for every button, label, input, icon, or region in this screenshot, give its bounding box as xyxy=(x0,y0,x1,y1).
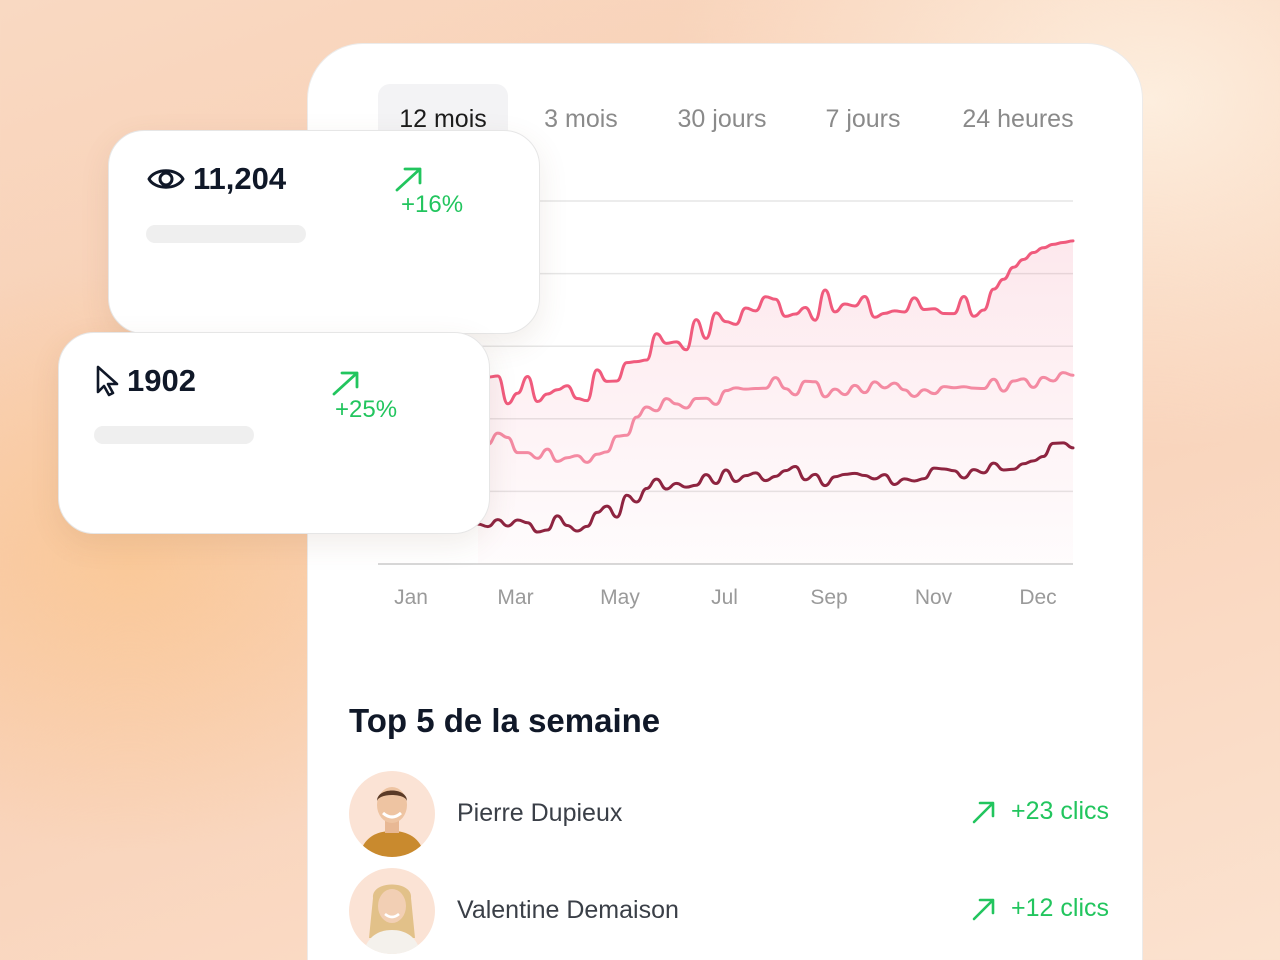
avatar xyxy=(349,868,435,954)
top5-row[interactable]: Pierre Dupieux +23 clics xyxy=(349,771,1109,859)
chart-area xyxy=(478,240,1073,564)
x-tick-label: Sep xyxy=(810,586,847,609)
top5-row[interactable]: Valentine Demaison +12 clics xyxy=(349,868,1109,956)
arrow-up-right-icon xyxy=(332,371,359,396)
x-tick-label: Nov xyxy=(915,586,953,609)
x-tick-label: Jul xyxy=(711,586,738,609)
traffic-line-chart: Jan Mar May Jul Sep Nov Dec xyxy=(378,200,1075,609)
period-tabs: 12 mois 3 mois 30 jours 7 jours 24 heure… xyxy=(378,84,1098,154)
views-stat-card[interactable]: 11,204 +16% xyxy=(108,130,540,334)
x-tick-label: May xyxy=(600,586,640,609)
placeholder-bar xyxy=(146,225,306,243)
clicks-delta: +25% xyxy=(335,396,398,423)
chart-series xyxy=(476,239,1075,534)
series-line-3 xyxy=(476,441,1075,534)
tab-3-mois[interactable]: 3 mois xyxy=(544,105,618,133)
arrow-up-right-icon xyxy=(972,898,995,920)
x-tick-label: Dec xyxy=(1019,586,1056,609)
tab-30-jours[interactable]: 30 jours xyxy=(677,105,767,133)
chart-x-axis: Jan Mar May Jul Sep Nov Dec xyxy=(394,586,1057,609)
arrow-up-right-icon xyxy=(395,167,422,192)
delta-text: +12 clics xyxy=(1011,894,1109,922)
person-delta: +12 clics xyxy=(971,894,1109,923)
person-name: Pierre Dupieux xyxy=(457,799,623,827)
delta-text: +23 clics xyxy=(1011,797,1109,825)
views-value: 11,204 xyxy=(193,161,287,196)
eye-icon xyxy=(147,169,185,189)
tab-24-heures[interactable]: 24 heures xyxy=(962,105,1074,133)
person-delta: +23 clics xyxy=(971,797,1109,826)
series-line-1 xyxy=(476,239,1075,406)
series-area xyxy=(478,240,1073,564)
arrow-up-right-icon xyxy=(972,801,995,823)
placeholder-bar xyxy=(94,426,254,444)
x-tick-label: Jan xyxy=(394,586,428,609)
series-line-2 xyxy=(476,371,1075,464)
x-tick-label: Mar xyxy=(497,586,533,609)
tab-7-jours[interactable]: 7 jours xyxy=(825,105,901,133)
cursor-icon xyxy=(96,365,119,397)
top5-title: Top 5 de la semaine xyxy=(349,702,661,739)
person-name: Valentine Demaison xyxy=(457,896,679,924)
views-delta: +16% xyxy=(401,191,464,218)
clicks-value: 1902 xyxy=(127,363,196,398)
avatar xyxy=(349,771,435,857)
clicks-stat-card[interactable]: 1902 +25% xyxy=(58,332,490,534)
